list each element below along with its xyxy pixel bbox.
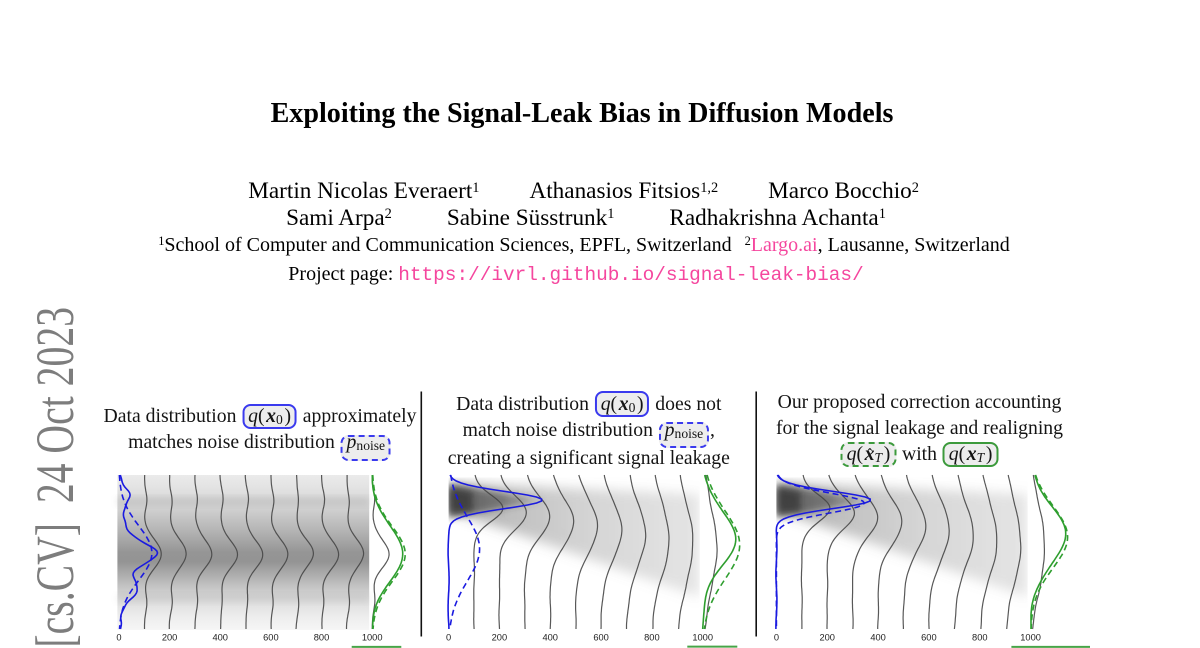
svg-text:1000: 1000 [692, 633, 713, 643]
svg-text:200: 200 [819, 633, 835, 643]
svg-text:600: 600 [921, 633, 937, 643]
svg-text:0: 0 [774, 633, 779, 643]
svg-text:200: 200 [162, 633, 178, 643]
svg-text:800: 800 [972, 633, 988, 643]
svg-text:1000: 1000 [362, 633, 383, 643]
svg-text:1000: 1000 [1020, 633, 1041, 643]
svg-text:0: 0 [116, 633, 121, 643]
svg-text:400: 400 [870, 633, 886, 643]
svg-text:600: 600 [593, 633, 609, 643]
svg-text:800: 800 [644, 633, 660, 643]
svg-text:800: 800 [314, 633, 330, 643]
svg-text:200: 200 [492, 633, 508, 643]
svg-text:400: 400 [542, 633, 558, 643]
svg-text:600: 600 [263, 633, 279, 643]
svg-text:400: 400 [212, 633, 228, 643]
svg-text:0: 0 [446, 633, 451, 643]
